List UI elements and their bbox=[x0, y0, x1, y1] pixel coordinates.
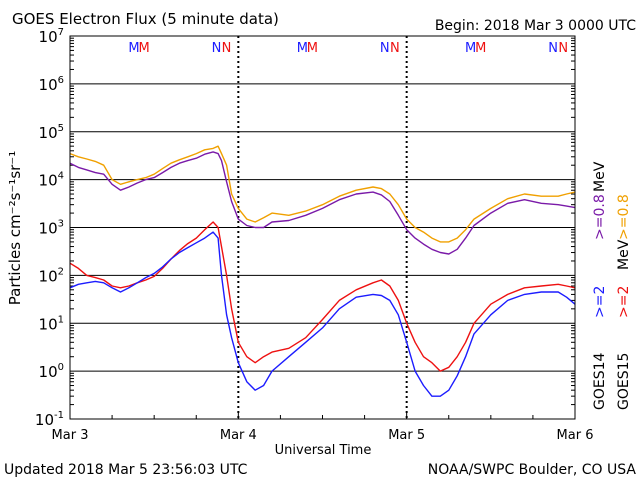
x-axis-label: Universal Time bbox=[275, 443, 372, 458]
event-marker: M bbox=[465, 41, 476, 56]
y-tick-base: 10 bbox=[39, 220, 58, 238]
y-tick-exponent: 0 bbox=[58, 362, 64, 373]
legend-orange-08mev: >=0.8 bbox=[616, 194, 632, 240]
x-tick-labels: Mar 3 Mar 4 Mar 5 Mar 6 bbox=[52, 428, 594, 443]
legend-mev-bottom: MeV bbox=[616, 239, 632, 270]
y-tick-base: 10 bbox=[39, 28, 58, 46]
y-tick-exponent: 5 bbox=[58, 123, 64, 134]
chart-title: GOES Electron Flux (5 minute data) bbox=[12, 10, 279, 28]
y-tick-base: 10 bbox=[39, 124, 58, 142]
y-tick-exponent: 6 bbox=[58, 75, 64, 86]
y-tick-base: 10 bbox=[39, 76, 58, 94]
event-marker: M bbox=[138, 41, 149, 56]
y-tick-label: 101 bbox=[39, 314, 64, 333]
x-tick-label: Mar 3 bbox=[52, 428, 89, 443]
legend-goes14: GOES14 bbox=[592, 352, 608, 410]
x-tick-label: Mar 6 bbox=[557, 428, 594, 443]
y-tick-exponent: 1 bbox=[58, 314, 64, 325]
y-tick-base: 10 bbox=[39, 267, 58, 285]
y-tick-label: 100 bbox=[39, 362, 64, 381]
side-legend: GOES15 GOES14 >=2 >=2 MeV >=0.8 >=0.8 Me… bbox=[592, 161, 632, 410]
y-axis-label: Particles cm⁻²s⁻¹sr⁻¹ bbox=[6, 151, 24, 305]
event-marker: M bbox=[475, 41, 486, 56]
event-marker: N bbox=[380, 41, 390, 56]
y-tick-label: 104 bbox=[39, 171, 64, 190]
event-marker: N bbox=[390, 41, 400, 56]
legend-mev-top: MeV bbox=[592, 161, 608, 192]
y-tick-label: 105 bbox=[39, 123, 64, 142]
y-tick-label: 10-1 bbox=[35, 410, 64, 429]
legend-goes15: GOES15 bbox=[616, 353, 632, 410]
legend-red-2mev: >=2 bbox=[616, 286, 632, 318]
y-tick-label: 102 bbox=[39, 266, 64, 285]
event-marker: N bbox=[212, 41, 222, 56]
x-tick-label: Mar 4 bbox=[220, 428, 257, 443]
event-marker: N bbox=[558, 41, 568, 56]
series-line bbox=[69, 221, 576, 372]
credit-text: NOAA/SWPC Boulder, CO USA bbox=[428, 462, 637, 478]
y-tick-exponent: 2 bbox=[58, 266, 64, 277]
y-tick-exponent: 3 bbox=[58, 219, 64, 230]
series-lines bbox=[69, 145, 576, 397]
y-tick-exponent: -1 bbox=[54, 410, 64, 421]
event-markers: MM N N MM N N MM N N bbox=[128, 41, 568, 56]
y-tick-base: 10 bbox=[39, 363, 58, 381]
grid-lines bbox=[70, 37, 575, 406]
event-marker: N bbox=[222, 41, 232, 56]
y-tick-exponent: 4 bbox=[58, 171, 64, 182]
legend-purple-08mev: >=0.8 bbox=[592, 194, 608, 240]
event-marker: M bbox=[128, 41, 139, 56]
y-tick-exponent: 7 bbox=[58, 27, 64, 38]
y-tick-base: 10 bbox=[35, 411, 54, 429]
y-tick-label: 103 bbox=[39, 219, 64, 238]
series-line bbox=[69, 151, 576, 255]
event-marker: N bbox=[548, 41, 558, 56]
series-line bbox=[69, 231, 576, 397]
event-marker: M bbox=[297, 41, 308, 56]
updated-timestamp: Updated 2018 Mar 5 23:56:03 UTC bbox=[4, 462, 248, 478]
event-marker: M bbox=[307, 41, 318, 56]
y-tick-label: 107 bbox=[39, 27, 64, 46]
y-tick-base: 10 bbox=[39, 172, 58, 190]
x-tick-label: Mar 5 bbox=[388, 428, 425, 443]
series-line bbox=[69, 145, 576, 243]
y-tick-label: 106 bbox=[39, 75, 64, 94]
plot-frame bbox=[69, 35, 576, 420]
begin-time: Begin: 2018 Mar 3 0000 UTC bbox=[435, 18, 636, 34]
legend-blue-2mev: >=2 bbox=[592, 286, 608, 318]
y-tick-base: 10 bbox=[39, 315, 58, 333]
